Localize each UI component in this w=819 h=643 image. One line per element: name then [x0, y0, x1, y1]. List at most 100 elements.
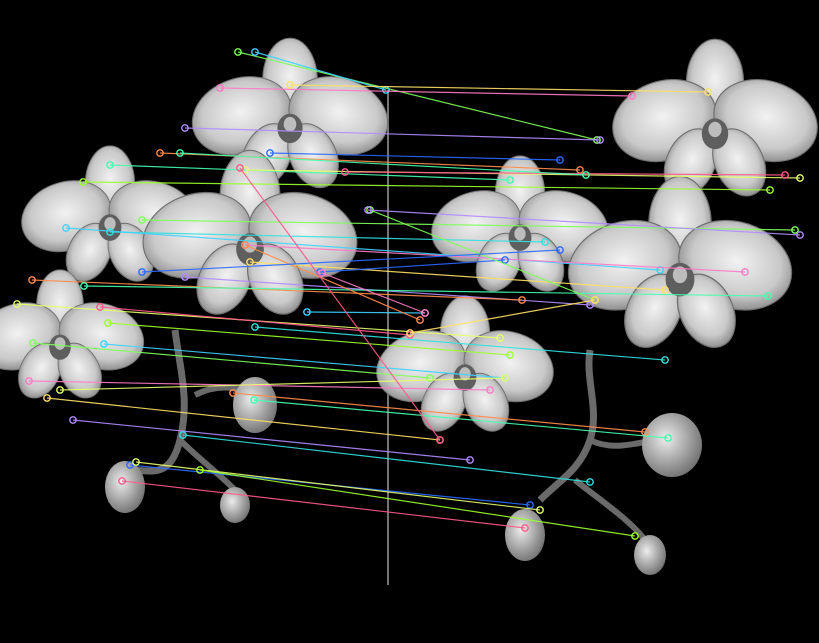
match-line [141, 249, 561, 273]
match-line [99, 306, 411, 336]
match-line [319, 259, 506, 273]
keypoint-marker [106, 228, 114, 236]
keypoint-marker [138, 268, 146, 276]
keypoint-marker [586, 301, 594, 309]
keypoint-marker [196, 466, 204, 474]
match-line [367, 209, 801, 236]
keypoint-marker [796, 174, 804, 182]
keypoint-marker [100, 340, 108, 348]
match-line [244, 169, 801, 179]
match-line [59, 377, 506, 391]
match-line [109, 231, 546, 243]
keypoint-marker [631, 532, 639, 540]
match-line [254, 326, 666, 361]
keypoint-marker [521, 524, 529, 532]
match-line [321, 272, 426, 314]
keypoint-marker [266, 149, 274, 157]
match-line [199, 469, 636, 537]
match-line [244, 244, 421, 321]
left-orchid-photo [0, 37, 399, 523]
keypoint-marker [541, 238, 549, 246]
match-line [65, 227, 661, 271]
keypoint-marker [250, 396, 258, 404]
keypoint-marker [416, 316, 424, 324]
keypoint-marker [781, 171, 789, 179]
keypoint-marker [586, 478, 594, 486]
match-line [32, 342, 431, 379]
match-line [289, 84, 709, 93]
keypoint-marker [80, 282, 88, 290]
keypoint-marker [96, 303, 104, 311]
keypoint-marker [216, 84, 224, 92]
match-line [103, 343, 506, 379]
keypoint-marker [496, 334, 504, 342]
keypoint-marker [303, 308, 311, 316]
match-line [249, 261, 666, 291]
keypoint-marker [556, 246, 564, 254]
match-line [121, 480, 526, 529]
keypoint-marker [421, 309, 429, 317]
match-line [232, 392, 646, 433]
keypoint-marker [791, 226, 799, 234]
match-line [109, 164, 511, 181]
match-line [82, 181, 771, 191]
keypoint-marker [13, 300, 21, 308]
match-line [409, 299, 596, 334]
keypoint-marker [234, 48, 242, 56]
keypoint-match-lines [13, 48, 804, 540]
keypoint-marker [704, 88, 712, 96]
match-line [184, 127, 601, 141]
keypoint-marker [501, 256, 509, 264]
keypoint-marker [518, 296, 526, 304]
keypoint-marker [406, 329, 414, 337]
keypoint-marker [179, 431, 187, 439]
keypoint-marker [118, 477, 126, 485]
match-line [244, 244, 746, 273]
match-line [237, 51, 598, 141]
keypoint-marker [251, 323, 259, 331]
keypoint-marker [56, 386, 64, 394]
keypoint-marker [25, 377, 33, 385]
keypoint-marker [796, 231, 804, 239]
keypoint-marker [466, 456, 474, 464]
keypoint-marker [536, 506, 544, 514]
match-line [269, 152, 561, 161]
keypoint-marker [426, 374, 434, 382]
keypoint-marker [43, 394, 51, 402]
keypoint-marker [591, 296, 599, 304]
match-line [83, 285, 769, 297]
match-line [182, 434, 591, 483]
keypoint-marker [596, 136, 604, 144]
keypoint-marker [556, 156, 564, 164]
keypoint-marker [436, 436, 444, 444]
keypoint-marker [582, 171, 590, 179]
match-line [46, 397, 441, 441]
keypoint-marker [104, 319, 112, 327]
match-line [369, 209, 596, 301]
keypoint-marker [656, 266, 664, 274]
keypoint-marker [318, 269, 326, 277]
keypoint-marker [251, 48, 259, 56]
keypoint-marker [156, 149, 164, 157]
keypoint-marker [661, 286, 669, 294]
keypoint-marker [664, 434, 672, 442]
match-line [306, 311, 426, 314]
keypoint-marker [764, 292, 772, 300]
keypoint-marker [132, 458, 140, 466]
keypoint-marker [661, 356, 669, 364]
keypoint-marker [236, 164, 244, 172]
match-line [31, 279, 523, 301]
keypoint-marker [69, 416, 77, 424]
keypoint-marker [126, 461, 134, 469]
keypoint-marker [246, 258, 254, 266]
keypoint-marker [341, 168, 349, 176]
match-line [179, 152, 587, 176]
right-orchid-photo [366, 38, 819, 575]
match-line [239, 167, 441, 441]
keypoint-marker [766, 186, 774, 194]
keypoint-marker [501, 374, 509, 382]
keypoint-marker [176, 149, 184, 157]
match-line [72, 419, 471, 461]
keypoint-marker [229, 389, 237, 397]
